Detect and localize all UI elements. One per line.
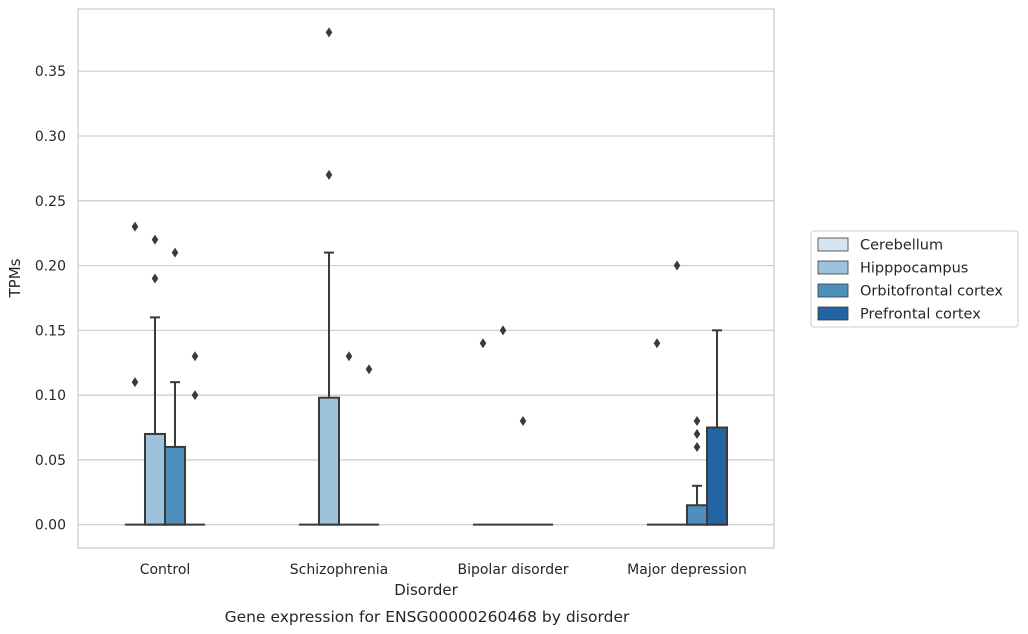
x-axis-title: Disorder <box>394 581 458 599</box>
y-axis-title: TPMs <box>6 258 24 298</box>
outlier-point <box>191 390 199 401</box>
figure-caption: Gene expression for ENSG00000260468 by d… <box>225 608 630 626</box>
outlier-point <box>131 377 139 388</box>
legend-label: Orbitofrontal cortex <box>860 284 1003 300</box>
outlier-point <box>673 260 681 271</box>
legend-frame <box>810 230 1019 328</box>
outlier-point <box>479 338 487 349</box>
y-tick-label: 0.25 <box>35 194 66 210</box>
outlier-point <box>191 351 199 362</box>
legend-swatch <box>817 283 849 298</box>
y-tick-label: 0.15 <box>35 323 66 339</box>
box-hipppocampus <box>143 316 167 526</box>
outlier-point <box>693 441 701 452</box>
x-tick-label: Major depression <box>627 562 747 578</box>
box-hipppocampus <box>317 251 340 526</box>
outlier-point <box>345 351 353 362</box>
outlier-point <box>325 169 333 180</box>
outlier-point <box>653 338 661 349</box>
y-tick-label: 0.20 <box>35 259 66 275</box>
box-body <box>164 445 187 526</box>
outlier-point <box>365 364 373 375</box>
outlier-point <box>151 273 159 284</box>
y-tick-label: 0.35 <box>35 64 66 80</box>
box-body <box>317 396 340 526</box>
x-tick-label: Control <box>140 562 191 578</box>
outlier-point <box>499 325 507 336</box>
legend-swatch <box>817 306 849 321</box>
box-series <box>124 251 729 526</box>
y-tick-label: 0.00 <box>35 518 66 534</box>
outlier-point <box>325 27 333 38</box>
outlier-point <box>693 416 701 427</box>
box-body <box>686 504 709 526</box>
legend-items: Cerebellum Hipppocampus Orbitofrontal cort… <box>817 237 1003 323</box>
legend-label: Hipppocampus <box>860 261 968 277</box>
box-prefrontal-cortex <box>706 329 729 526</box>
legend-label: Cerebellum <box>860 238 943 254</box>
outlier-point <box>519 416 527 427</box>
x-tick-label: Schizophrenia <box>290 562 388 578</box>
box-body <box>143 432 167 526</box>
y-tick-label: 0.05 <box>35 453 66 469</box>
y-tick-label: 0.30 <box>35 129 66 145</box>
legend-swatch <box>817 237 849 252</box>
outlier-points <box>131 27 701 452</box>
legend-label: Prefrontal cortex <box>860 307 981 323</box>
y-tick-labels: 0.00 0.05 0.10 0.15 0.20 0.25 0.30 0.35 <box>35 64 66 533</box>
outlier-point <box>151 234 159 245</box>
box-body <box>706 426 729 526</box>
x-tick-label: Bipolar disorder <box>457 562 568 578</box>
outlier-point <box>131 221 139 232</box>
outlier-point <box>693 428 701 439</box>
box-orbitofrontal-cortex <box>686 484 709 526</box>
legend-swatch <box>817 260 849 275</box>
box-orbitofrontal-cortex <box>164 381 187 526</box>
legend: Cerebellum Hipppocampus Orbitofrontal cort… <box>810 230 1019 328</box>
plot-area <box>77 8 775 549</box>
outlier-point <box>171 247 179 258</box>
y-tick-label: 0.10 <box>35 388 66 404</box>
x-tick-labels: Control Schizophrenia Bipolar disorder Majo… <box>140 562 747 578</box>
